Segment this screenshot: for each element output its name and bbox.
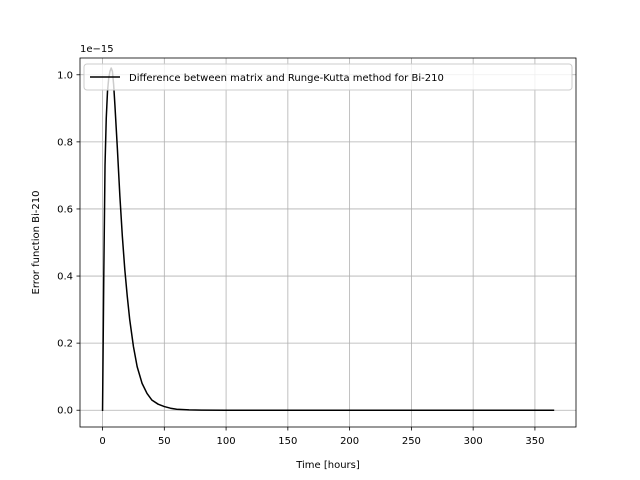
y-offset-label: 1e−15 (80, 44, 114, 55)
axes-frame (79, 57, 577, 428)
plot-area (80, 58, 576, 427)
x-tick-label: 300 (464, 436, 483, 447)
x-tick-label: 200 (340, 436, 359, 447)
x-tick-label: 100 (217, 436, 236, 447)
x-gridlines (102, 58, 536, 427)
y-tick-label: 0.0 (57, 406, 73, 417)
legend-label: Difference between matrix and Runge-Kutt… (129, 73, 444, 84)
y-axis: 0.0 0.2 0.4 0.6 0.8 1.0 (57, 70, 80, 417)
x-tick-label: 250 (402, 436, 421, 447)
x-axis-label: Time [hours] (295, 460, 360, 471)
y-tick-label: 0.2 (57, 339, 73, 350)
y-tick-label: 1.0 (57, 70, 73, 81)
x-tick-label: 350 (525, 436, 544, 447)
y-tick-label: 0.4 (57, 272, 73, 283)
y-tick-label: 0.6 (57, 204, 73, 215)
x-tick-label: 150 (278, 436, 297, 447)
x-tick-label: 0 (99, 436, 105, 447)
legend: Difference between matrix and Runge-Kutt… (83, 63, 573, 91)
x-axis: 0 50 100 150 200 250 300 350 (99, 427, 544, 447)
y-axis-label: Error function Bi-210 (31, 191, 42, 295)
x-tick-label: 50 (158, 436, 171, 447)
y-tick-label: 0.8 (57, 137, 73, 148)
legend-box (83, 63, 573, 91)
